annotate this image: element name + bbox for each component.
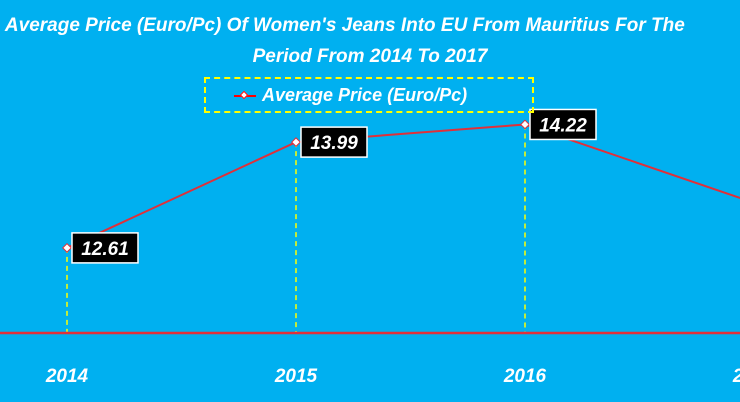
data-point-2015: [291, 137, 301, 148]
data-point-2014: [62, 242, 72, 253]
x-tick-label-2015: 2015: [274, 366, 318, 387]
data-label-2015: 13.99: [300, 126, 368, 158]
data-label-box-2014: [71, 232, 139, 264]
legend: Average Price (Euro/Pc): [204, 77, 534, 113]
x-tick-label-2017: 2017: [732, 366, 740, 387]
series-markers: [62, 119, 530, 253]
drop-lines: [66, 124, 526, 333]
legend-line-swatch-icon: [234, 95, 256, 97]
data-point-2016: [520, 119, 530, 130]
x-tick-label-2016: 2016: [503, 366, 547, 387]
data-label-text-2014: 12.61: [81, 239, 129, 260]
series-line: [66, 123, 740, 249]
data-label-box-2015: [300, 126, 368, 158]
legend-label: Average Price (Euro/Pc): [262, 85, 468, 105]
data-labels: 12.61 13.99 14.22: [71, 108, 597, 264]
x-tick-label-2014: 2014: [45, 366, 89, 387]
x-tick-labels: 2014 2015 2016 2017: [45, 366, 740, 387]
data-label-box-2016: [529, 108, 597, 141]
data-label-2014: 12.61: [71, 232, 139, 264]
data-label-text-2016: 14.22: [539, 115, 587, 136]
data-label-2016: 14.22: [529, 108, 597, 141]
data-label-text-2015: 13.99: [310, 133, 358, 154]
